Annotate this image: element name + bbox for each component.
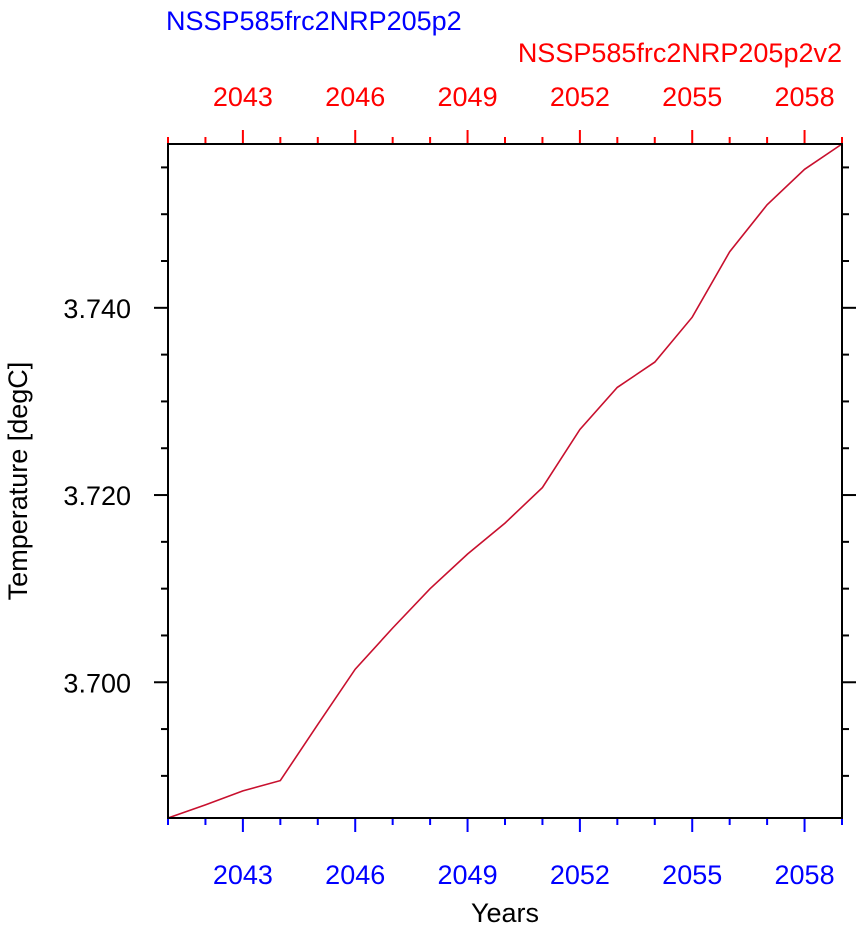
plot-frame (167, 143, 843, 819)
x-tick-label: 2043 (213, 860, 273, 890)
left-y-axis: 3.700 3.720 3.740 (63, 166, 168, 777)
x-axis-title: Years (471, 898, 539, 928)
right-y-axis (842, 166, 856, 777)
x-tick-label: 2055 (662, 860, 722, 890)
x-top-tick-label: 2043 (213, 82, 273, 112)
y-tick-label: 3.720 (63, 481, 131, 511)
x-tick-label: 2052 (550, 860, 610, 890)
y-axis-title: Temperature [degC] (3, 362, 33, 601)
x-top-tick-label: 2046 (325, 82, 385, 112)
top-x-axis: 2043 2046 2049 2052 2055 2058 (167, 82, 843, 144)
x-tick-label: 2046 (325, 860, 385, 890)
x-top-tick-label: 2052 (550, 82, 610, 112)
bottom-x-axis: 2043 2046 2049 2052 2055 2058 (167, 818, 843, 890)
x-top-tick-label: 2055 (662, 82, 722, 112)
x-tick-label: 2058 (775, 860, 835, 890)
series-line (167, 143, 843, 819)
x-top-tick-label: 2049 (438, 82, 498, 112)
y-tick-label: 3.700 (63, 668, 131, 698)
x-tick-label: 2049 (438, 860, 498, 890)
y-tick-label: 3.740 (63, 294, 131, 324)
chart-title-right: NSSP585frc2NRP205p2v2 (518, 38, 842, 68)
x-top-tick-label: 2058 (775, 82, 835, 112)
chart-title-left: NSSP585frc2NRP205p2 (166, 6, 462, 36)
